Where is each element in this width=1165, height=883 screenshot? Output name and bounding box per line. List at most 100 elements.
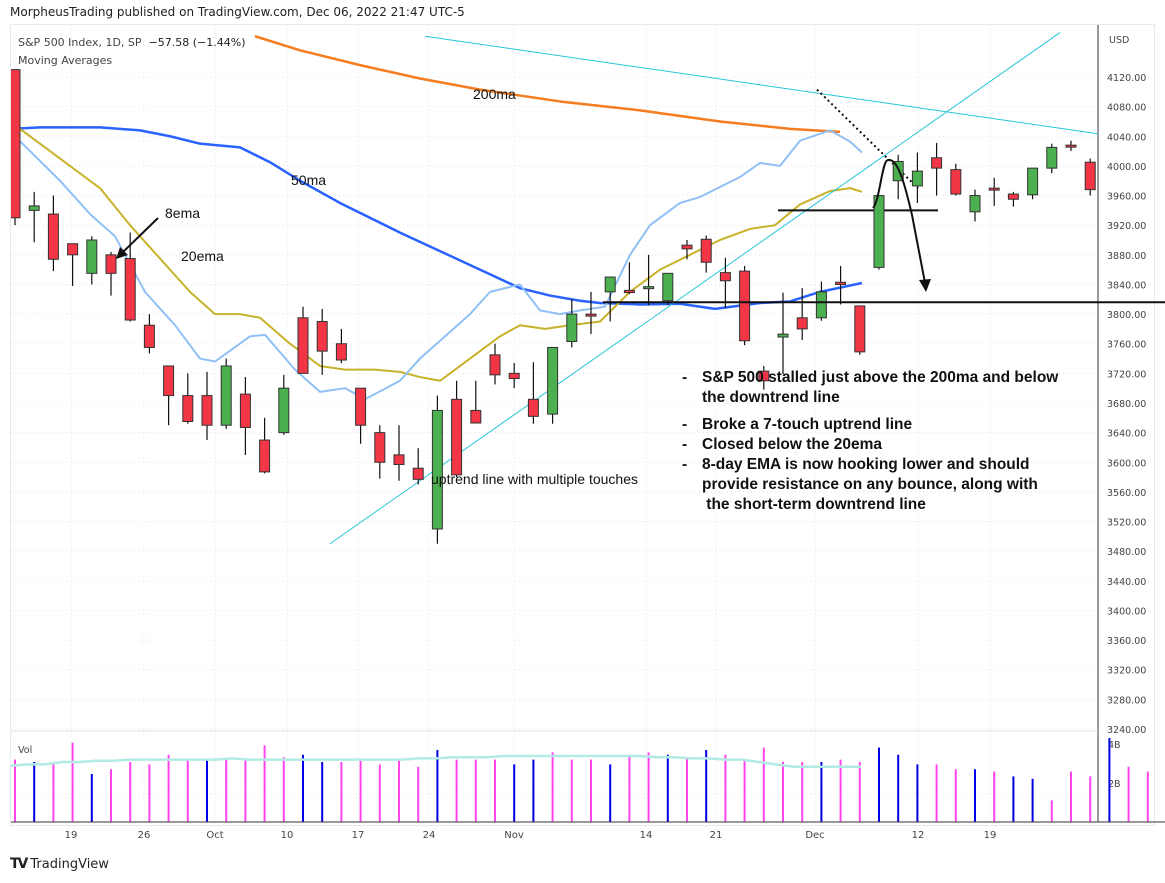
svg-text:3840.00: 3840.00	[1107, 280, 1146, 291]
symbol-title[interactable]: S&P 500 Index, 1D, SP	[18, 36, 142, 49]
candle	[1084, 158, 1096, 196]
candle	[527, 362, 539, 424]
svg-text:4B: 4B	[1108, 740, 1121, 751]
candle	[585, 291, 597, 335]
candle	[662, 272, 674, 306]
candle	[86, 236, 98, 285]
projection-curve	[872, 159, 927, 289]
trendline-long-downtrend	[424, 35, 1098, 135]
svg-text:Dec: Dec	[805, 830, 824, 841]
svg-text:3360.00: 3360.00	[1107, 636, 1146, 647]
svg-text:3480.00: 3480.00	[1107, 547, 1146, 558]
svg-text:4000.00: 4000.00	[1107, 162, 1146, 173]
note-1: - S&P 500 stalled just above the 200ma an…	[682, 369, 1059, 406]
tradingview-brand[interactable]: TV TradingView	[10, 856, 109, 872]
candles	[11, 69, 1134, 544]
candle	[758, 365, 770, 390]
chart-frame	[10, 24, 1155, 826]
candle	[163, 365, 175, 426]
candle	[201, 371, 213, 441]
candle	[143, 314, 155, 354]
svg-text:3880.00: 3880.00	[1107, 251, 1146, 262]
arrow-8ema	[121, 217, 159, 254]
candle	[950, 163, 962, 196]
svg-text:3680.00: 3680.00	[1107, 399, 1146, 410]
annotation-200ma: 200ma	[473, 86, 516, 102]
candle	[566, 299, 578, 348]
svg-text:4040.00: 4040.00	[1107, 132, 1146, 143]
svg-text:3800.00: 3800.00	[1107, 310, 1146, 321]
svg-text:2B: 2B	[1108, 779, 1121, 790]
svg-text:Oct: Oct	[206, 830, 223, 841]
annotation-8ema: 8ema	[165, 205, 201, 221]
svg-text:3240.00: 3240.00	[1107, 725, 1146, 736]
volume-pane: Vol 4B 2B	[10, 738, 1149, 822]
note-2: - Broke a 7-touch uptrend line	[682, 416, 913, 433]
svg-text:19: 19	[984, 830, 997, 841]
candle	[739, 265, 751, 346]
svg-text:19: 19	[65, 830, 78, 841]
svg-text:3640.00: 3640.00	[1107, 429, 1146, 440]
svg-text:3600.00: 3600.00	[1107, 458, 1146, 469]
arrow-8ema-head-icon	[116, 247, 128, 259]
candle	[796, 288, 808, 341]
candle	[124, 232, 136, 322]
candle	[815, 281, 827, 321]
candle	[931, 142, 943, 196]
indicator-label[interactable]: Moving Averages	[18, 54, 113, 67]
brand-name: TradingView	[30, 856, 109, 872]
candle	[719, 257, 731, 309]
svg-text:17: 17	[352, 830, 365, 841]
svg-text:3320.00: 3320.00	[1107, 666, 1146, 677]
candle	[182, 373, 194, 424]
ema8-line	[14, 129, 863, 401]
volume-ma-line	[10, 754, 861, 769]
svg-text:3280.00: 3280.00	[1107, 695, 1146, 706]
candle	[1065, 140, 1077, 152]
price-change: −57.58 (−1.44%)	[148, 36, 246, 49]
candle	[911, 152, 923, 203]
candle	[239, 377, 251, 455]
candle	[374, 425, 386, 479]
trendline-short-downtrend	[816, 88, 919, 189]
candle	[489, 343, 501, 385]
arrow-head-icon	[919, 279, 931, 292]
svg-text:14: 14	[640, 830, 653, 841]
candle	[854, 305, 866, 355]
svg-text:3720.00: 3720.00	[1107, 369, 1146, 380]
candle	[1124, 103, 1134, 199]
ma50-line	[11, 126, 863, 311]
price-pane	[11, 32, 1134, 545]
candle	[412, 448, 424, 485]
candle	[892, 154, 904, 200]
candle	[297, 306, 309, 374]
candle	[11, 69, 21, 226]
candle	[835, 265, 847, 305]
svg-text:10: 10	[281, 830, 294, 841]
candle	[988, 177, 1000, 206]
candle	[508, 362, 520, 389]
candle	[470, 380, 482, 424]
svg-text:4080.00: 4080.00	[1107, 103, 1146, 114]
candle	[220, 358, 232, 429]
annotation-uptrend: uptrend line with multiple touches	[431, 471, 639, 487]
candle	[28, 191, 40, 243]
candle	[681, 240, 693, 260]
note-4: -8-day EMA is now hooking lower and shou…	[682, 456, 1038, 513]
candle	[643, 254, 655, 306]
annotation-20ema: 20ema	[181, 248, 224, 264]
svg-text:26: 26	[138, 830, 151, 841]
svg-text:3960.00: 3960.00	[1107, 192, 1146, 203]
candle	[259, 417, 271, 474]
svg-text:3560.00: 3560.00	[1107, 488, 1146, 499]
svg-text:3440.00: 3440.00	[1107, 577, 1146, 588]
candle	[1027, 167, 1039, 200]
candle	[47, 195, 59, 272]
candle	[355, 387, 367, 444]
candle	[969, 189, 981, 222]
candle	[451, 380, 463, 478]
svg-text:Vol: Vol	[18, 745, 32, 756]
candle	[67, 243, 79, 286]
candle	[278, 374, 290, 435]
